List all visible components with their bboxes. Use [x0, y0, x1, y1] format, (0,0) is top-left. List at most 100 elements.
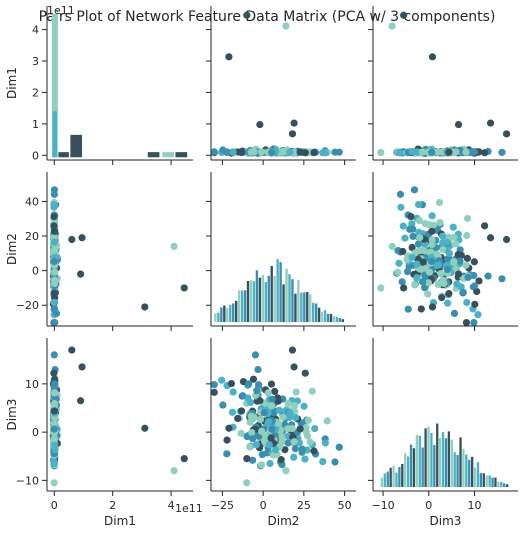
- scatter-point: [258, 450, 266, 459]
- hist-bar: [421, 447, 424, 487]
- hist-bar: [220, 307, 223, 322]
- hist-bar: [270, 265, 273, 322]
- hist-bar: [249, 280, 253, 322]
- hist-bar: [52, 111, 57, 158]
- hist-bar: [309, 294, 312, 322]
- scatter-point: [397, 149, 405, 157]
- scatter-point: [459, 288, 467, 296]
- scatter-point: [288, 424, 296, 433]
- hist-bar: [497, 481, 500, 487]
- hist-bar: [252, 281, 256, 322]
- scatter-point: [323, 417, 331, 425]
- y-axis-label-dim1: Dim1: [5, 67, 19, 99]
- hist-bar: [418, 435, 421, 487]
- hist-bar: [335, 316, 339, 322]
- hist-bar: [441, 432, 445, 487]
- scatter-point: [424, 279, 433, 287]
- scatter-point: [450, 309, 459, 318]
- hist-bar: [326, 313, 330, 322]
- scatter-point: [443, 265, 451, 274]
- x-tick-label: 0: [51, 499, 58, 512]
- hist-bar: [494, 477, 497, 487]
- y-tick-label: 4: [32, 24, 39, 37]
- scatter-point: [239, 392, 247, 400]
- scatter-point: [50, 479, 58, 487]
- hist-bar: [223, 305, 226, 322]
- scatter-point: [50, 419, 58, 428]
- hist-bar: [404, 453, 407, 487]
- hist-bar: [234, 300, 238, 322]
- scatter-point: [265, 441, 273, 449]
- hist-bar: [503, 483, 506, 487]
- scatter-point: [68, 346, 76, 354]
- scatter-point: [428, 257, 436, 266]
- hist-bar: [329, 313, 333, 322]
- scatter-point: [234, 414, 242, 423]
- scatter-point: [403, 267, 412, 276]
- hist-bar: [306, 292, 309, 322]
- scatter-point: [228, 408, 237, 416]
- hist-bar: [288, 274, 291, 322]
- scatter-point: [76, 270, 85, 278]
- scatter-point: [428, 148, 436, 157]
- scatter-point: [419, 246, 427, 254]
- hist-bar: [482, 473, 485, 487]
- scatter-point: [252, 441, 261, 449]
- scatter-point: [50, 457, 58, 466]
- scatter-point: [249, 435, 257, 443]
- hist-bar: [317, 307, 321, 322]
- scatter-point: [51, 446, 59, 454]
- scatter-point: [486, 234, 495, 242]
- scatter-point: [270, 451, 278, 459]
- hist-bar: [175, 152, 188, 158]
- scatter-point: [399, 222, 407, 230]
- scatter-point: [415, 217, 424, 225]
- scatter-point: [141, 303, 149, 311]
- hist-bar: [51, 13, 58, 158]
- dim1-offset-text: 1e11: [47, 4, 75, 17]
- scatter-point: [170, 242, 178, 251]
- x-axis-label-dim1: Dim1: [104, 514, 136, 528]
- scatter-point: [439, 232, 447, 240]
- scatter-point: [462, 261, 470, 269]
- hist-bar: [243, 290, 247, 322]
- scatter-point: [78, 234, 86, 242]
- scatter-point: [419, 258, 427, 266]
- scatter-point: [286, 409, 294, 417]
- y-tick-label: 20: [25, 230, 39, 243]
- scatter-point: [237, 407, 246, 415]
- scatter-point: [291, 413, 300, 422]
- scatter-point: [443, 238, 451, 246]
- scatter-point: [377, 148, 385, 157]
- scatter-point: [277, 456, 285, 464]
- scatter-point: [245, 380, 253, 388]
- scatter-point: [498, 148, 506, 156]
- scatter-point: [243, 11, 251, 19]
- scatter-point: [286, 148, 294, 156]
- scatter-point: [50, 389, 59, 397]
- scatter-point: [310, 148, 318, 157]
- hist-bar: [398, 467, 401, 487]
- scatter-point: [268, 402, 276, 410]
- hist-bar: [436, 423, 439, 487]
- scatter-point: [481, 149, 489, 157]
- scatter-point: [271, 387, 279, 395]
- scatter-point: [50, 257, 58, 266]
- scatter-point: [290, 453, 298, 461]
- panel-dim1-vs-dim2: [206, 6, 356, 165]
- scatter-point: [473, 287, 481, 296]
- scatter-point: [249, 456, 257, 464]
- scatter-point: [444, 299, 452, 307]
- scatter-point: [50, 351, 58, 359]
- scatter-point: [463, 231, 471, 240]
- panel-dim1-vs-dim1: 0 1 2 3 4: [32, 6, 193, 165]
- hist-bar: [323, 310, 327, 322]
- scatter-point: [470, 282, 479, 290]
- hist-bar: [258, 277, 262, 322]
- hist-bar: [314, 303, 318, 322]
- scatter-point: [243, 455, 251, 463]
- hist-bar: [433, 445, 436, 487]
- hist-bar: [261, 274, 265, 322]
- hist-bar: [473, 467, 477, 487]
- hist-bar: [229, 304, 232, 322]
